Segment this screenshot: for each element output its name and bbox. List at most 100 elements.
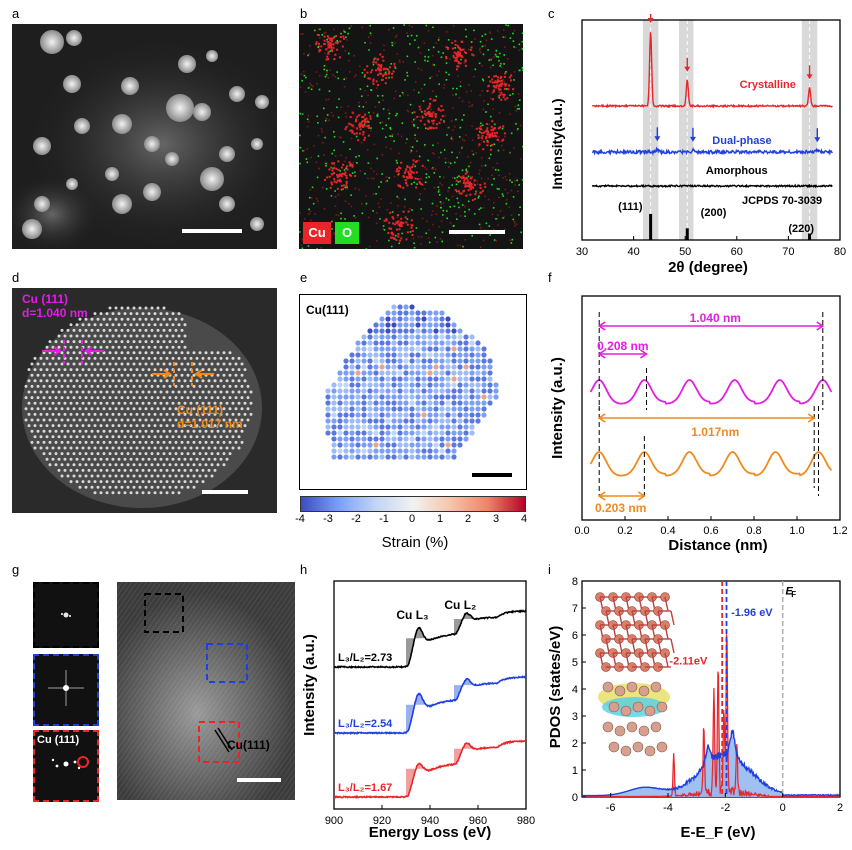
pdos-xtick-label: -4 (663, 802, 673, 814)
scale-bar (202, 490, 248, 494)
xrd-frame (581, 19, 841, 241)
colorbar-axis: -4 -3 -2 -1 0 1 2 3 4 Strain (%) (295, 513, 527, 550)
eds-o-label: O (335, 222, 359, 244)
pdos-center-blue-label: -1.96 eV (731, 607, 773, 619)
hrtem-texture (117, 582, 295, 800)
panel-letter-c: c (548, 6, 555, 21)
xrd-ref-stick (649, 214, 653, 240)
colorbar-tick: 3 (493, 513, 499, 525)
profile-arrow-top-short-head (597, 349, 606, 359)
panel-e-strain-dots (325, 304, 499, 460)
eels-series-0 (333, 609, 527, 670)
roi-red (198, 721, 240, 763)
roi-blue (206, 643, 248, 683)
profile-tick-label: 1.2 (832, 525, 847, 537)
pdos-ytick-label: 0 (572, 792, 578, 804)
profile-frame (581, 295, 841, 521)
xrd-arrowhead (684, 66, 691, 72)
scale-bar (472, 473, 512, 477)
eels-ratio-label: L₃/L₂=1.67 (338, 782, 392, 794)
panel-c-ylabel: Intensity(a.u.) (549, 98, 565, 189)
xrd-tick-label: 60 (731, 246, 743, 258)
pdos-ytick-label: 1 (572, 765, 578, 777)
pdos-ytick-label: 3 (572, 711, 578, 723)
colorbar-tick: -2 (351, 513, 361, 525)
profile-label-bottom-long: 1.017nm (691, 425, 739, 439)
colorbar-tick: 2 (465, 513, 471, 525)
panel-c-xrd-chart: Crystalline Dual-phase Amorphous (111) (200)… (549, 14, 846, 276)
eels-series-1 (333, 675, 527, 736)
pdos-ytick-label: 5 (572, 657, 578, 669)
roi-black (144, 593, 184, 633)
eels-tick-label: 980 (517, 815, 535, 827)
panel-f-ylabel: Intensity (a.u.) (549, 357, 566, 459)
scale-bar (237, 778, 281, 782)
eels-shade (406, 763, 435, 797)
pdos-blue-fill (582, 729, 840, 797)
xrd-series-label: Dual-phase (712, 135, 771, 147)
scale-bar (182, 229, 242, 233)
magenta-label: Cu (111) (22, 292, 69, 306)
profile-series-0 (589, 379, 833, 405)
magenta-arrow (42, 346, 62, 356)
eels-ratio-label: L₃/L₂=2.54 (338, 718, 393, 730)
panel-h-xlabel: Energy Loss (eV) (369, 824, 492, 841)
profile-arrow-top-long-head (597, 321, 606, 331)
orange-d-spacing: d=1.017 nm (177, 417, 243, 431)
xrd-ref-stick (685, 228, 689, 240)
panel-i-ylabel: PDOS (states/eV) (548, 626, 564, 749)
pdos-red-line (582, 634, 840, 799)
xrd-ref-label: (111) (618, 201, 643, 213)
panel-letter-e: e (300, 270, 308, 285)
xrd-ref-label: (220) (788, 223, 814, 235)
eels-series-2 (333, 739, 526, 800)
colorbar-tick: -1 (379, 513, 389, 525)
eels-edge-l2: Cu L₂ (444, 598, 476, 612)
profile-tick-label: 0.8 (746, 525, 761, 537)
pdos-structure-inset (595, 592, 675, 757)
xrd-ref-stick (808, 233, 812, 240)
profile-arrow-bottom-long-head (807, 413, 816, 423)
pdos-center-red-label: -2.11eV (669, 656, 708, 668)
colorbar-tick: -3 (323, 513, 333, 525)
pdos-xtick-label: 2 (837, 802, 843, 814)
panel-b-eds-dots (299, 24, 523, 249)
panel-letter-d: d (12, 270, 20, 285)
panel-a-particles (12, 30, 277, 249)
profile-tick-label: 0.4 (660, 525, 675, 537)
xrd-tick-label: 50 (679, 246, 691, 258)
panel-g-hrtem-image: Cu(111) (117, 582, 295, 800)
panel-d-lattice (22, 306, 262, 508)
panel-letter-b: b (300, 6, 308, 21)
xrd-tick-label: 70 (782, 246, 794, 258)
colorbar-tick: 1 (437, 513, 443, 525)
profile-label-top-long: 1.040 nm (690, 311, 741, 325)
profile-arrow-bottom-short-head (637, 491, 646, 501)
xrd-tick-label: 80 (834, 246, 846, 258)
xrd-arrowhead (654, 136, 661, 142)
pdos-xtick-label: -2 (720, 802, 730, 814)
panel-f-xlabel: Distance (nm) (668, 537, 767, 554)
xrd-arrowhead (647, 18, 654, 23)
magenta-arrow (84, 346, 104, 356)
panel-i-pdos-chart: -1.96 eV -2.11eV EF -6 -4 -2 0 2 0 1 2 3 4 5 6 7 8 PDOS … (548, 576, 843, 841)
pdos-ef-sub: F (791, 590, 796, 599)
xrd-band (642, 20, 659, 240)
xrd-arrowhead (806, 74, 813, 80)
colorbar-tick: -4 (295, 513, 305, 525)
fft-label: Cu (111) (37, 734, 80, 746)
colorbar-label: Strain (%) (382, 534, 449, 550)
pdos-ytick-label: 6 (572, 630, 578, 642)
eels-tick-label: 940 (421, 815, 439, 827)
xrd-series-label: Crystalline (740, 79, 796, 91)
pdos-ytick-label: 2 (572, 738, 578, 750)
pdos-blue-line (582, 729, 841, 797)
xrd-band (801, 20, 818, 240)
panel-d-haadf-lattice: Cu (111) d=1.040 nm Cu (111) d=1.017 nm (12, 288, 277, 513)
panel-a-haadf-image (12, 24, 277, 249)
xrd-series-0 (591, 32, 833, 109)
panel-letter-h: h (300, 562, 308, 577)
fft-blue (33, 654, 99, 726)
panel-letter-i: i (548, 562, 551, 577)
profile-arrow-top-long-head (816, 321, 825, 331)
